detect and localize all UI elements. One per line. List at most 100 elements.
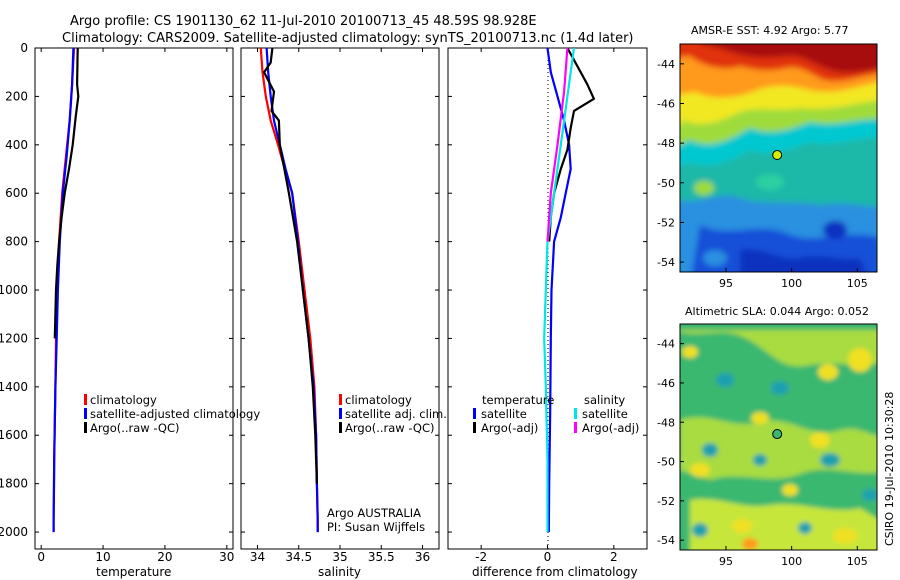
legend-swatch-satellite — [339, 408, 342, 419]
series-temperature-satellite — [546, 48, 572, 533]
legend-swatch-argo — [339, 422, 342, 433]
map-sst: AMSR-E SST: 4.92 Argo: 5.77 95 100 105 -44 -… — [657, 24, 878, 290]
annotation-argo-australia: Argo AUSTRALIA — [327, 506, 421, 520]
depth-tick-label: 800 — [5, 235, 28, 249]
legend-satellite-adj: satellite adj. clim. — [345, 407, 447, 421]
annotation-pi: PI: Susan Wijffels — [327, 520, 425, 534]
difference-x-ticks: -2 0 2 — [448, 47, 647, 564]
legend-swatch-sal-satellite — [574, 408, 577, 419]
x-tick-label: 10 — [95, 550, 110, 564]
map-y-tick-label: -52 — [657, 495, 675, 508]
legend-sal-argo: Argo(-adj) — [582, 421, 639, 435]
depth-tick-label: 200 — [5, 89, 28, 103]
legend-satellite-adjusted: satellite-adjusted climatology — [90, 407, 260, 421]
x-tick-label: 34 — [250, 550, 265, 564]
legend-swatch-climatology — [84, 394, 87, 405]
legend-temp-argo: Argo(-adj) — [481, 421, 538, 435]
legend-swatch-sal-argo — [574, 422, 577, 433]
temperature-xlabel: temperature — [96, 565, 171, 579]
argo-position-marker — [772, 150, 783, 161]
map-y-tick-label: -46 — [657, 97, 675, 110]
salinity-x-ticks: 34 34.5 35 35.5 36 — [241, 47, 439, 564]
map-sla-ticks: 95 100 105 -44 -46 -48 -50 -52 -54 — [657, 338, 868, 568]
depth-tick-label: 1600 — [0, 428, 28, 442]
legend-swatch-temp-argo — [473, 422, 476, 433]
temperature-plot-frame — [34, 47, 234, 550]
panel-difference: -2 0 2 difference from climatology tempera… — [447, 47, 648, 579]
x-tick-label: 36 — [415, 550, 430, 564]
map-y-tick-label: -46 — [657, 377, 675, 390]
x-tick-label: 2 — [610, 550, 618, 564]
series-salinity-argo-adj- — [546, 48, 569, 242]
salinity-xlabel: salinity — [318, 565, 361, 579]
series-temperature-argo-adj- — [548, 48, 596, 242]
argo-position-marker — [772, 429, 783, 440]
legend-argo: Argo(..raw -QC) — [90, 421, 180, 435]
salinity-series — [259, 48, 319, 533]
map-y-tick-label: -54 — [657, 534, 675, 547]
map-y-tick-label: -50 — [657, 177, 675, 190]
legend-argo: Argo(..raw -QC) — [345, 421, 435, 435]
panel-salinity: 34 34.5 35 35.5 36 salinity climatology sate… — [240, 47, 447, 579]
map-sst-title: AMSR-E SST: 4.92 Argo: 5.77 — [691, 24, 849, 37]
panel-temperature: 0 10 20 30 temperature climatology satellit… — [34, 47, 260, 579]
salinity-legend: climatology satellite adj. clim. Argo(..… — [339, 393, 447, 435]
legend-climatology: climatology — [345, 393, 412, 407]
depth-tick-label: 600 — [5, 186, 28, 200]
temperature-series — [52, 48, 80, 533]
x-tick-label: 35 — [332, 550, 347, 564]
map-x-tick-label: 100 — [781, 555, 802, 568]
legend-sal-satellite: satellite — [582, 407, 628, 421]
map-sla-title: Altimetric SLA: 0.044 Argo: 0.052 — [685, 305, 869, 318]
header-line2: Climatology: CARS2009. Satellite-adjuste… — [62, 31, 634, 46]
legend-salinity-title: salinity — [584, 393, 625, 407]
map-sst-frame — [679, 43, 878, 273]
depth-tick-label: 1400 — [0, 380, 28, 394]
legend-swatch-climatology — [339, 394, 342, 405]
x-tick-label: 34.5 — [285, 550, 312, 564]
footer-stamp: CSIRO 19-Jul-2010 10:30:28 — [883, 392, 896, 546]
series-argo-raw-qc- — [263, 48, 318, 484]
temperature-x-ticks: 0 10 20 30 — [35, 47, 234, 564]
map-sla: Altimetric SLA: 0.044 Argo: 0.052 — [657, 305, 878, 568]
map-y-tick-label: -48 — [657, 416, 675, 429]
depth-tick-label: 2000 — [0, 525, 28, 539]
map-x-tick-label: 95 — [719, 555, 733, 568]
series-satellite-adj-clim- — [265, 48, 319, 533]
map-y-tick-label: -44 — [657, 338, 675, 351]
x-tick-label: 20 — [157, 550, 172, 564]
depth-tick-label: 1000 — [0, 283, 28, 297]
map-x-tick-label: 105 — [847, 555, 868, 568]
depth-tick-label: 400 — [5, 138, 28, 152]
depth-axis: 0 200 400 600 800 1000 1200 1400 1600 1800 2000 — [0, 41, 28, 539]
map-y-tick-label: -50 — [657, 456, 675, 469]
legend-temp-satellite: satellite — [481, 407, 527, 421]
x-tick-label: 35.5 — [368, 550, 395, 564]
x-tick-label: -2 — [475, 550, 487, 564]
x-tick-label: 0 — [37, 550, 45, 564]
series-climatology — [259, 48, 319, 533]
series-satellite-adjusted-climatology — [52, 48, 75, 533]
map-sst-ticks: 95 100 105 -44 -46 -48 -50 -52 -54 — [657, 58, 868, 290]
map-y-tick-label: -48 — [657, 137, 675, 150]
depth-tick-label: 1800 — [0, 477, 28, 491]
sla-field — [680, 324, 877, 550]
difference-series — [543, 48, 596, 533]
header-line1: Argo profile: CS 1901130_62 11-Jul-2010 … — [70, 14, 537, 29]
difference-legend: temperature satellite Argo(-adj) salinit… — [473, 393, 639, 435]
series-argo-raw-qc- — [53, 48, 80, 339]
map-y-tick-label: -54 — [657, 256, 675, 269]
legend-swatch-argo — [84, 422, 87, 433]
map-x-tick-label: 100 — [781, 277, 802, 290]
temperature-legend: climatology satellite-adjusted climatolo… — [84, 393, 260, 435]
map-y-tick-label: -52 — [657, 216, 675, 229]
map-sla-frame — [679, 323, 878, 551]
map-y-tick-label: -44 — [657, 58, 675, 71]
map-x-tick-label: 95 — [719, 277, 733, 290]
x-tick-label: 0 — [544, 550, 552, 564]
legend-swatch-satellite — [84, 408, 87, 419]
depth-tick-label: 1200 — [0, 331, 28, 345]
depth-tick-label: 0 — [20, 41, 28, 55]
difference-xlabel: difference from climatology — [472, 565, 638, 579]
series-salinity-satellite — [543, 48, 576, 533]
